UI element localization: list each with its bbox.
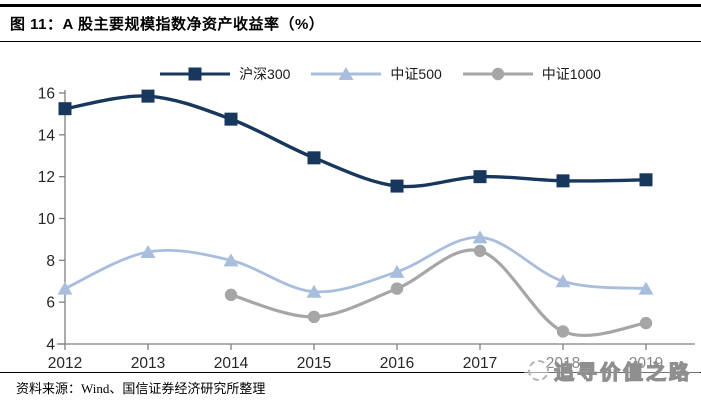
x-tick-label: 2019 <box>629 355 663 372</box>
legend-label: 沪深300 <box>239 66 291 82</box>
series-line-1 <box>63 235 648 294</box>
series-marker-0 <box>556 174 570 188</box>
bottom-divider <box>0 372 701 373</box>
y-tick-label: 6 <box>46 295 55 312</box>
series-marker-2 <box>224 288 238 302</box>
y-tick-label: 8 <box>46 253 55 270</box>
series-marker-0 <box>473 170 487 184</box>
series-marker-0 <box>307 151 321 165</box>
x-tick-label: 2014 <box>214 355 249 372</box>
series-marker-2 <box>556 325 570 338</box>
legend-marker <box>188 67 202 81</box>
x-tick-label: 2013 <box>131 355 165 372</box>
x-tick-label: 2016 <box>380 355 414 372</box>
chart-legend: 沪深300 中证500 中证1000 <box>60 64 701 84</box>
series-marker-0 <box>224 112 238 126</box>
y-tick-label: 14 <box>38 127 56 144</box>
series-marker-0 <box>141 89 155 103</box>
legend-marker-square-icon <box>160 67 231 81</box>
series-marker-1 <box>472 230 488 244</box>
watermark-text: 追寻价值之路 <box>553 361 692 384</box>
x-tick-label: 2015 <box>297 355 331 372</box>
series-marker-2 <box>473 244 487 258</box>
series-marker-1 <box>223 253 239 267</box>
legend-label: 中证1000 <box>541 66 601 82</box>
series-line-2 <box>229 248 648 337</box>
source-note: 资料来源：Wind、国信证券经济研究所整理 <box>16 381 266 396</box>
series-marker-2 <box>639 316 653 330</box>
series-marker-1 <box>389 264 405 278</box>
line-chart: 4 6 8 10 12 14 16 2012 2013 2014 2015 2016 2017 2018 2… <box>38 86 695 372</box>
top-rule <box>0 4 701 7</box>
series-line-0 <box>63 94 648 189</box>
series-marker-2 <box>307 310 321 324</box>
series-marker-1 <box>555 274 571 288</box>
y-tick-label: 4 <box>46 337 55 354</box>
series-marker-0 <box>58 102 72 116</box>
legend-marker <box>338 67 354 80</box>
legend-marker <box>491 67 504 81</box>
legend-label: 中证500 <box>390 66 442 82</box>
series-marker-0 <box>390 179 404 193</box>
legend-item-2: 中证1000 <box>462 64 601 84</box>
x-tick-label: 2018 <box>546 355 580 372</box>
legend-item-0: 沪深300 <box>160 64 290 84</box>
series-marker-1 <box>140 244 156 258</box>
legend-marker-circle-icon <box>462 67 533 81</box>
y-tick-label: 12 <box>38 169 55 186</box>
series-marker-0 <box>639 173 653 187</box>
y-tick-label: 16 <box>38 86 55 103</box>
series-marker-1 <box>306 284 322 298</box>
title-divider <box>0 41 701 42</box>
legend-marker-triangle-icon <box>311 67 382 80</box>
x-tick-label: 2017 <box>463 355 497 372</box>
series-marker-2 <box>390 282 404 295</box>
watermark-logo-icon <box>528 360 549 381</box>
figure-title: 图 11：A 股主要规模指数净资产收益率（%） <box>10 16 325 33</box>
series-marker-1 <box>638 281 654 295</box>
y-tick-label: 10 <box>38 211 56 228</box>
series-marker-1 <box>57 281 73 295</box>
x-tick-label: 2012 <box>48 355 82 372</box>
legend-item-1: 中证500 <box>311 64 442 84</box>
watermark: 追寻价值之路 <box>524 353 700 388</box>
